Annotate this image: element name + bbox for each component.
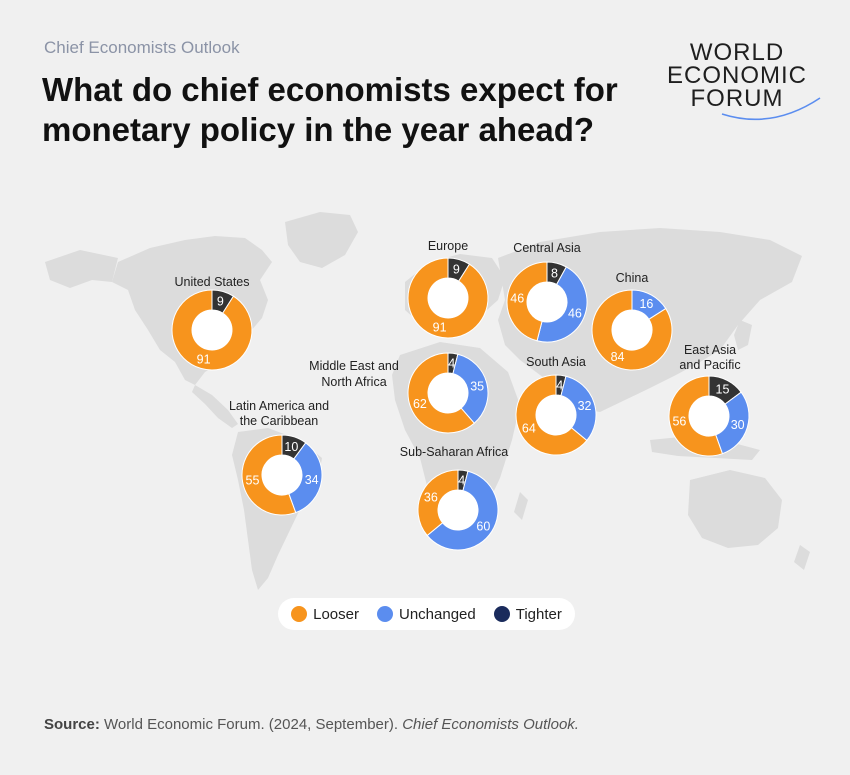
- data-label-unchanged: 34: [305, 473, 319, 487]
- donut-segment-looser: [171, 289, 253, 371]
- map-japan: [734, 320, 752, 350]
- data-label-tighter: 9: [217, 295, 224, 309]
- chart-source: Source: World Economic Forum. (2024, Sep…: [44, 716, 579, 733]
- donut-hole: [612, 310, 652, 350]
- donut-hole: [438, 490, 478, 530]
- map-central-america: [192, 385, 238, 428]
- chart-legend: Looser Unchanged Tighter: [278, 598, 575, 630]
- donut-china: 16 84 China: [591, 271, 673, 371]
- donut-segment-looser: [241, 434, 297, 516]
- data-label-unchanged: 46: [568, 307, 582, 321]
- legend-label-tighter: Tighter: [515, 605, 562, 623]
- data-label-unchanged: 16: [639, 297, 653, 311]
- donut-segment-unchanged: [288, 442, 323, 514]
- data-label-tighter: 10: [284, 440, 298, 454]
- legend-swatch-unchanged: [377, 606, 393, 622]
- wef-arc-icon: [721, 97, 821, 121]
- data-label-unchanged: 60: [476, 520, 490, 534]
- data-label-unchanged: 32: [578, 399, 592, 413]
- donut-hole: [428, 278, 468, 318]
- data-label-tighter: 4: [556, 379, 563, 393]
- donut-segment-looser: [515, 374, 588, 456]
- data-label-looser: 46: [510, 292, 524, 306]
- chart-title: What do chief economists expect for mone…: [42, 71, 618, 148]
- donut-united-states: 9 91 United States: [171, 275, 253, 371]
- donut-europe: 9 91 Europe: [407, 239, 489, 339]
- legend-label-looser: Looser: [313, 605, 359, 623]
- donut-segment-looser: [417, 469, 459, 537]
- donut-segment-unchanged: [560, 375, 597, 442]
- data-label-tighter: 15: [716, 383, 730, 397]
- region-label: United States: [174, 275, 249, 289]
- data-label-looser: 64: [522, 421, 536, 435]
- region-label: China: [616, 271, 649, 285]
- legend-item-looser: Looser: [291, 606, 359, 623]
- donut-segment-looser: [591, 289, 673, 371]
- donut-segment-unchanged: [536, 266, 588, 343]
- donut-sub-saharan-africa: 4 60 36 Sub-Saharan Africa: [400, 445, 508, 551]
- data-label-looser: 91: [197, 352, 211, 366]
- wef-logo: WORLD ECONOMIC FORUM: [662, 38, 822, 128]
- source-publication: Chief Economists Outlook.: [402, 716, 579, 733]
- chart-subtitle: Chief Economists Outlook: [44, 38, 240, 57]
- map-new-zealand: [794, 545, 810, 570]
- donut-hole: [527, 282, 567, 322]
- logo-line-2: ECONOMIC: [667, 62, 807, 89]
- data-label-tighter: 4: [458, 474, 465, 488]
- map-madagascar: [514, 492, 528, 520]
- legend-item-tighter: Tighter: [493, 605, 562, 623]
- donut-segment-looser: [407, 352, 475, 434]
- data-label-tighter: 8: [551, 266, 558, 280]
- donut-segment-looser: [668, 375, 724, 457]
- logo-line-1: WORLD: [689, 39, 785, 66]
- legend-item-unchanged: Unchanged: [377, 606, 476, 623]
- region-label: Middle East and: [309, 359, 399, 373]
- data-label-tighter: 4: [448, 357, 455, 371]
- donut-hole: [428, 373, 468, 413]
- legend-label-unchanged: Unchanged: [399, 605, 476, 623]
- donut-middle-east-and-north-africa: 4 35 62 Middle East and North Africa: [309, 352, 489, 434]
- donut-central-asia: 8 46 46 Central Asia: [506, 241, 588, 343]
- map-greenland: [285, 212, 358, 268]
- source-text: World Economic Forum. (2024, September).: [104, 716, 399, 733]
- data-label-looser: 62: [413, 397, 427, 411]
- donut-hole: [689, 396, 729, 436]
- region-label: North Africa: [321, 375, 386, 389]
- region-label: and Pacific: [679, 358, 740, 372]
- donut-segment-looser: [407, 257, 489, 339]
- region-label: South Asia: [526, 355, 586, 369]
- donut-hole: [536, 395, 576, 435]
- donut-layer: 9 91 United States 9 91 Europe 8 46 46 Central As…: [171, 239, 750, 551]
- donut-hole: [262, 455, 302, 495]
- world-map-chart: 9 91 United States 9 91 Europe 8 46 46 Central As…: [45, 212, 810, 590]
- map-australia: [688, 470, 782, 548]
- data-label-unchanged: 30: [731, 418, 745, 432]
- region-label: Sub-Saharan Africa: [400, 445, 508, 459]
- region-label: Central Asia: [513, 241, 580, 255]
- region-label: Europe: [428, 239, 468, 253]
- legend-swatch-looser: [291, 606, 308, 622]
- source-label: Source:: [44, 716, 100, 733]
- region-label: East Asia: [684, 343, 736, 357]
- donut-segment-unchanged: [426, 470, 499, 551]
- data-label-looser: 84: [611, 350, 625, 364]
- data-label-looser: 55: [246, 474, 260, 488]
- donut-segment-unchanged: [452, 353, 489, 424]
- donut-south-asia: 4 32 64 South Asia: [515, 355, 597, 456]
- donut-hole: [192, 310, 232, 350]
- data-label-looser: 91: [433, 320, 447, 334]
- legend-swatch-tighter: [493, 606, 510, 622]
- data-label-tighter: 9: [453, 263, 460, 277]
- data-label-looser: 36: [424, 491, 438, 505]
- logo-line-3: FORUM: [690, 85, 784, 112]
- data-label-looser: 56: [672, 415, 686, 429]
- region-label: Latin America and: [229, 399, 329, 413]
- data-label-unchanged: 35: [470, 380, 484, 394]
- region-label: the Caribbean: [240, 414, 319, 428]
- donut-segment-looser: [506, 261, 548, 342]
- map-alaska: [45, 250, 118, 288]
